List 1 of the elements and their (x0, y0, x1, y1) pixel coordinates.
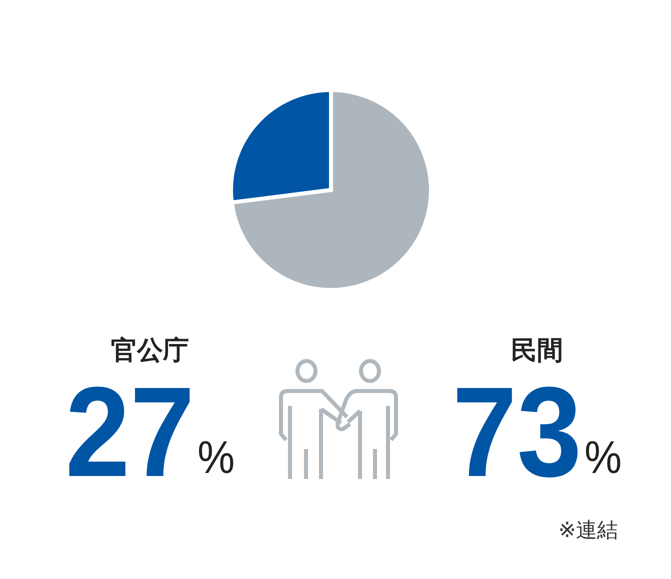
text: ※連結 (558, 519, 618, 542)
